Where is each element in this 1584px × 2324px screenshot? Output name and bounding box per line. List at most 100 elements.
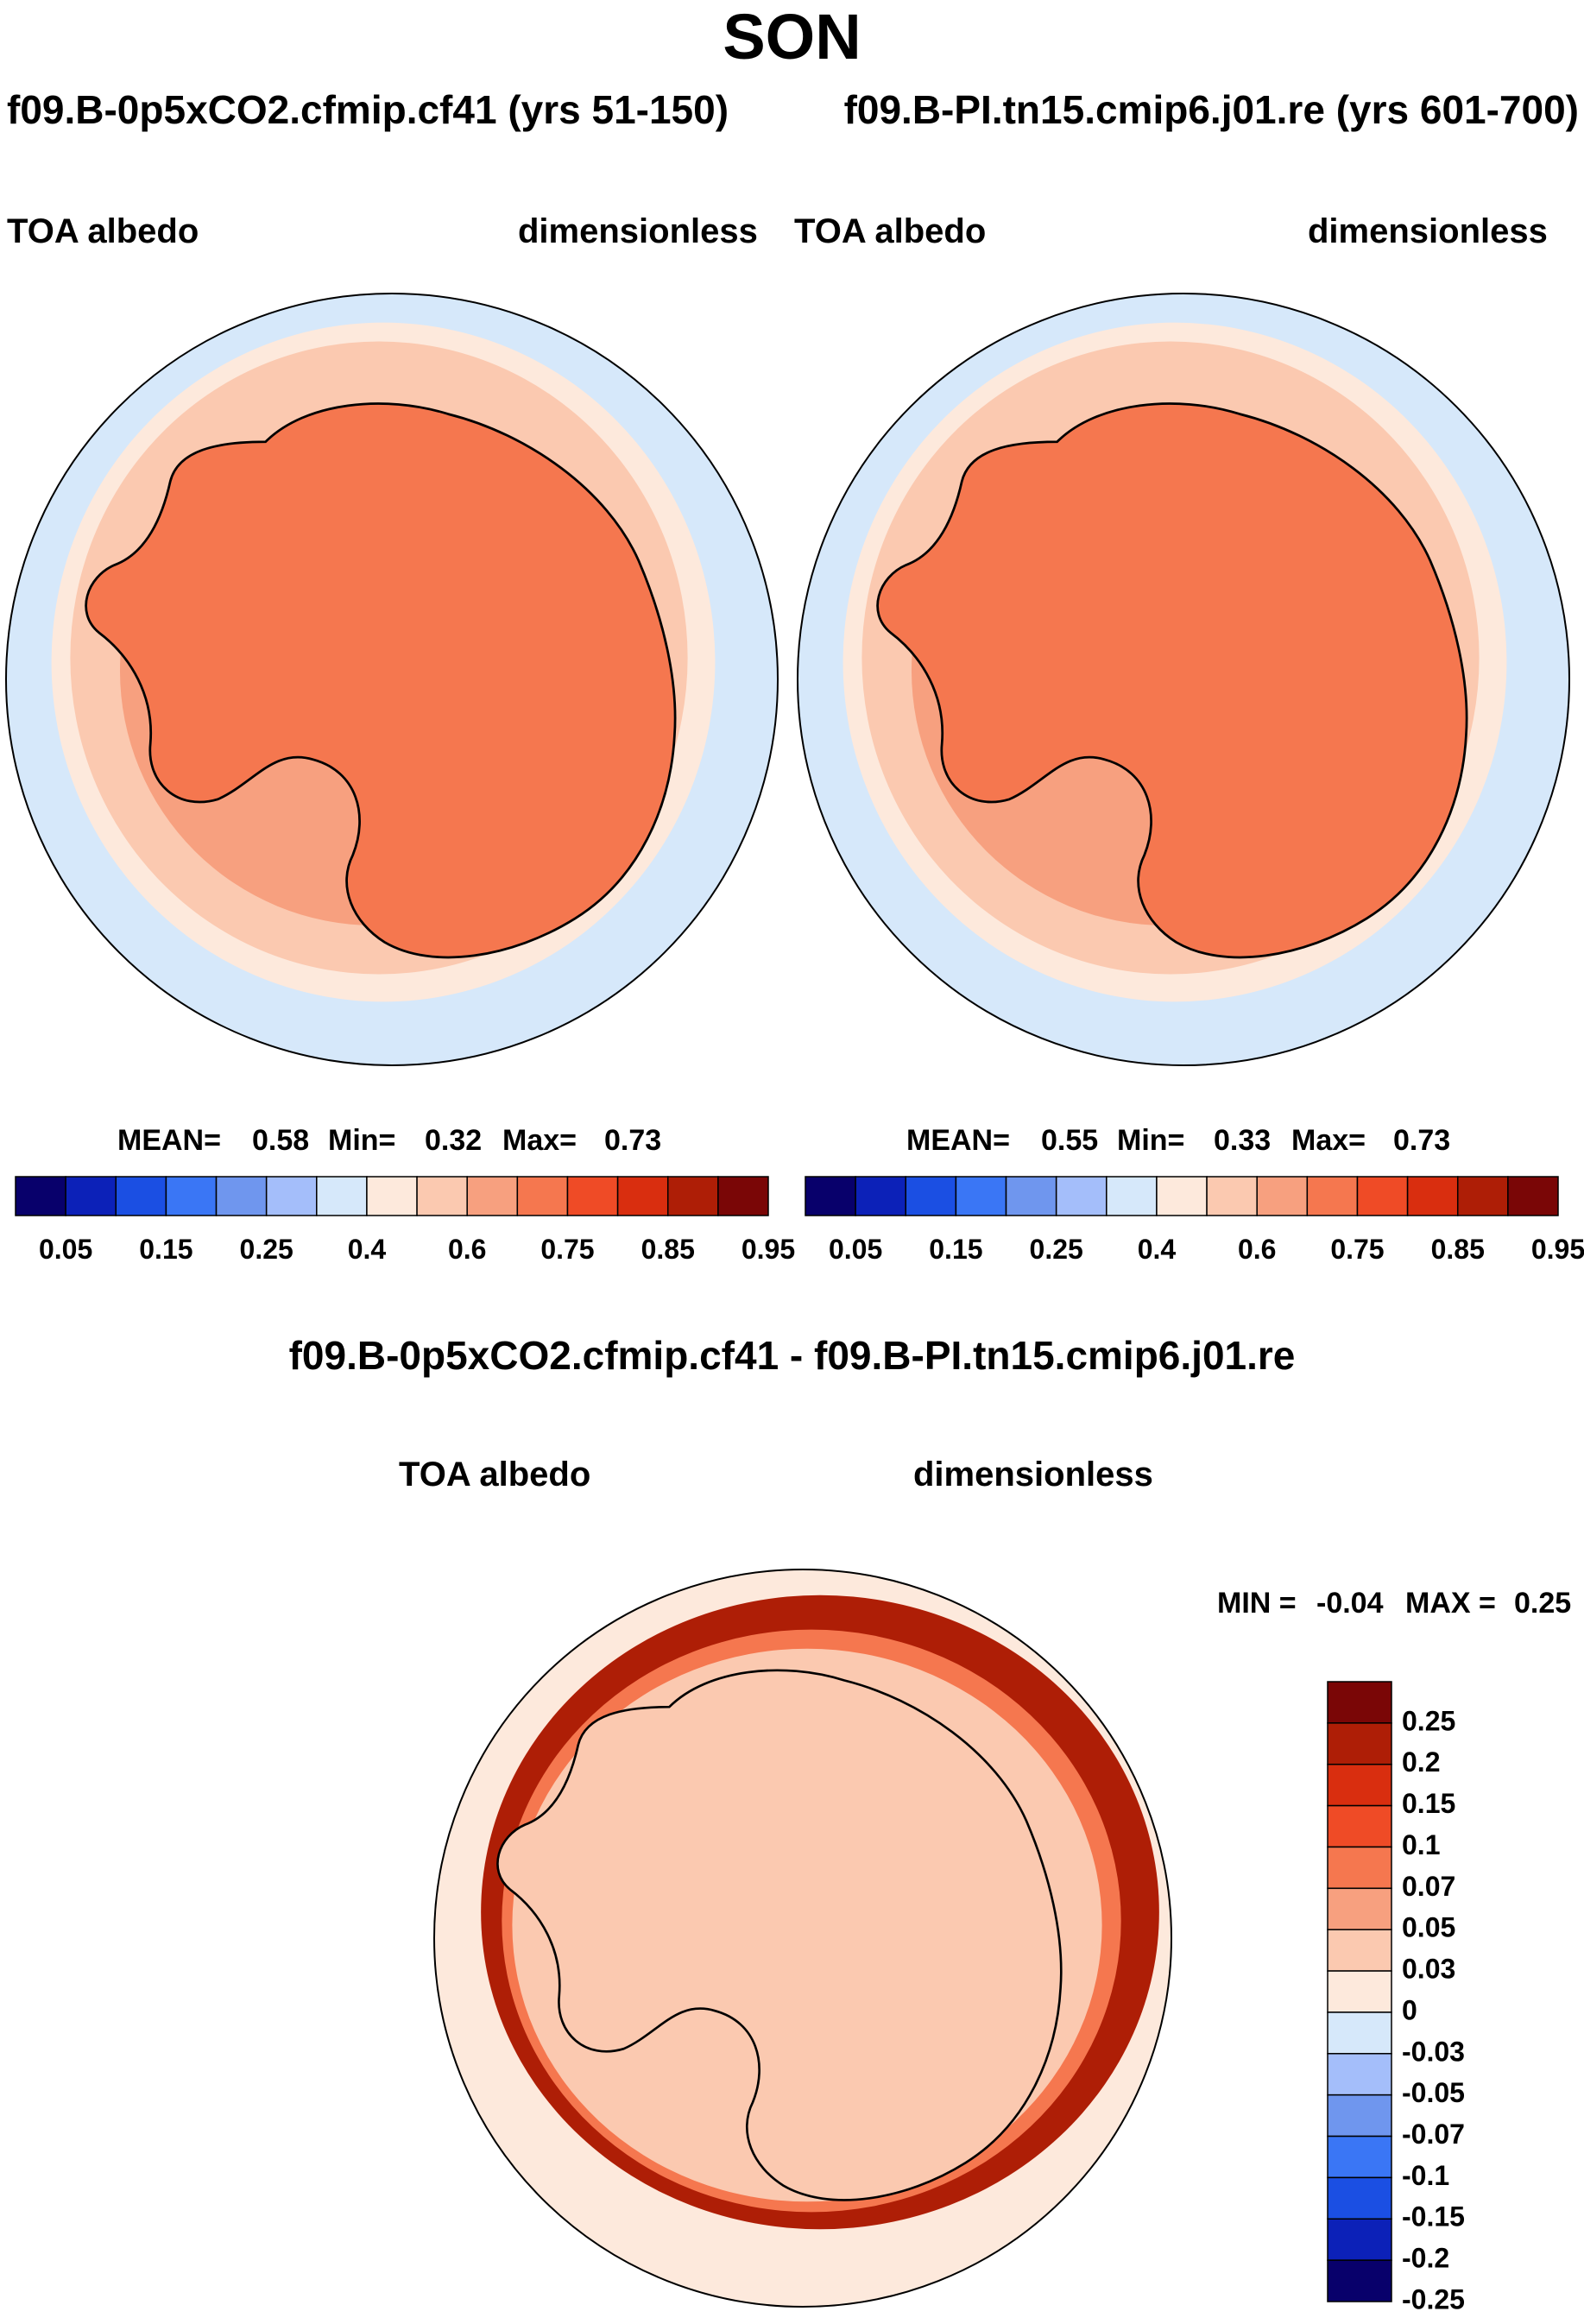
panel-right-case-title: f09.B-PI.tn15.cmip6.j01.re (yrs 601-700) <box>843 87 1579 132</box>
colorbar-right-tick-label: 0.75 <box>1330 1234 1384 1265</box>
colorbar-right-bin <box>805 1176 856 1216</box>
colorbar-left-tick-label: 0.05 <box>39 1234 92 1265</box>
colorbar-right-bin <box>1106 1176 1158 1216</box>
colorbar-diff-bin <box>1327 1763 1392 1807</box>
diff-panel-max-value: 0.25 <box>1514 1587 1572 1620</box>
diff-panel-units: dimensionless <box>913 1456 1153 1494</box>
panel-right-max-label: Max= <box>1291 1124 1366 1157</box>
colorbar-left-bin <box>516 1176 569 1216</box>
colorbar-diff-tick-label: 0.2 <box>1402 1746 1440 1778</box>
map-border-diff <box>433 1569 1172 2308</box>
colorbar-right-bin <box>1156 1176 1208 1216</box>
colorbar-left-tick-label: 0.6 <box>448 1234 486 1265</box>
colorbar-right-bin <box>1356 1176 1409 1216</box>
colorbar-right-bin <box>1456 1176 1509 1216</box>
colorbar-right-bin <box>1055 1176 1108 1216</box>
colorbar-left-tick-label: 0.15 <box>139 1234 192 1265</box>
colorbar-diff-tick-label: -0.03 <box>1402 2036 1465 2067</box>
diff-panel-max-label: MAX = <box>1405 1587 1496 1620</box>
map-right <box>798 294 1569 1065</box>
panel-left-max-label: Max= <box>502 1124 577 1157</box>
map-border-right <box>797 293 1570 1066</box>
colorbar-left-bin <box>115 1176 167 1216</box>
colorbar-diff-bin <box>1327 1846 1392 1890</box>
colorbar-right-tick-label: 0.4 <box>1138 1234 1177 1265</box>
panel-left-mean-label: MEAN= <box>117 1124 221 1157</box>
colorbar-diff-bin <box>1327 1722 1392 1765</box>
colorbar-diff-tick-label: -0.2 <box>1402 2243 1449 2274</box>
colorbar-diff-tick-label: 0.07 <box>1402 1871 1455 1902</box>
panel-right-units: dimensionless <box>1308 212 1548 250</box>
panel-right-mean-value: 0.55 <box>1041 1124 1099 1157</box>
colorbar-diff-tick-label: 0 <box>1402 1994 1417 2025</box>
colorbar-right-bin <box>1256 1176 1309 1216</box>
panel-right-min-value: 0.33 <box>1214 1124 1272 1157</box>
panel-right-mean-label: MEAN= <box>906 1124 1010 1157</box>
colorbar-left-tick-label: 0.95 <box>742 1234 795 1265</box>
colorbar-left-bin <box>466 1176 519 1216</box>
panel-left-min-label: Min= <box>328 1124 396 1157</box>
panel-left-mean-value: 0.58 <box>252 1124 310 1157</box>
colorbar-right-tick-label: 0.15 <box>929 1234 982 1265</box>
colorbar-diff-bin <box>1327 2176 1392 2220</box>
colorbar-left-bin <box>165 1176 218 1216</box>
panel-right-variable: TOA albedo <box>794 212 987 250</box>
colorbar-right-tick-label: 0.25 <box>1030 1234 1083 1265</box>
colorbar-diff-bin <box>1327 2259 1392 2302</box>
colorbar-right-tick-label: 0.05 <box>829 1234 882 1265</box>
colorbar-left-bin <box>566 1176 619 1216</box>
colorbar-left-bin <box>65 1176 117 1216</box>
colorbar-right-tick-label: 0.6 <box>1238 1234 1276 1265</box>
diff-panel-variable: TOA albedo <box>399 1456 591 1494</box>
colorbar-diff-tick-label: 0.15 <box>1402 1788 1455 1819</box>
panel-left-units: dimensionless <box>518 212 758 250</box>
colorbar-right-bin <box>1507 1176 1559 1216</box>
colorbar-diff-tick-label: -0.05 <box>1402 2077 1465 2108</box>
colorbar-diff-bin <box>1327 2135 1392 2179</box>
colorbar-right-bin <box>1306 1176 1359 1216</box>
diff-panel-min-value: -0.04 <box>1316 1587 1384 1620</box>
colorbar-right-tick-label: 0.95 <box>1531 1234 1584 1265</box>
colorbar-left-tick-label: 0.4 <box>348 1234 387 1265</box>
colorbar-left-bin <box>215 1176 268 1216</box>
panel-left-max-value: 0.73 <box>604 1124 662 1157</box>
colorbar-right-bin <box>1005 1176 1057 1216</box>
colorbar-diff-tick-label: 0.1 <box>1402 1829 1440 1860</box>
colorbar-diff-bin <box>1327 1681 1392 1724</box>
panel-left-case-title: f09.B-0p5xCO2.cfmip.cf41 (yrs 51-150) <box>7 87 729 132</box>
map-border-left <box>5 293 779 1066</box>
colorbar-left-tick-label: 0.75 <box>540 1234 594 1265</box>
colorbar-right-bin <box>905 1176 957 1216</box>
colorbar-left-bin <box>15 1176 66 1216</box>
colorbar-left-bin <box>316 1176 368 1216</box>
map-diff <box>434 1569 1171 2307</box>
colorbar-right-tick-label: 0.85 <box>1431 1234 1485 1265</box>
colorbar-left-bin <box>366 1176 418 1216</box>
colorbar-diff-tick-label: -0.07 <box>1402 2119 1465 2150</box>
panel-left-min-value: 0.32 <box>425 1124 483 1157</box>
colorbar-diff-bin <box>1327 1970 1392 2013</box>
colorbar-right-bin <box>1206 1176 1258 1216</box>
colorbar-diff-tick-label: 0.05 <box>1402 1912 1455 1943</box>
colorbar-diff-bin <box>1327 1804 1392 1848</box>
colorbar-diff-bin <box>1327 2011 1392 2055</box>
colorbar-right-bin <box>1406 1176 1459 1216</box>
colorbar-left-tick-label: 0.85 <box>641 1234 695 1265</box>
figure-title: SON <box>723 1 861 73</box>
panel-right-max-value: 0.73 <box>1393 1124 1451 1157</box>
colorbar-left-tick-label: 0.25 <box>240 1234 293 1265</box>
map-left <box>6 294 778 1065</box>
colorbar-diff-bin <box>1327 2093 1392 2138</box>
panel-left-variable: TOA albedo <box>7 212 199 250</box>
colorbar-right-bin <box>855 1176 907 1216</box>
colorbar-diff-tick-label: 0.03 <box>1402 1954 1455 1985</box>
colorbar-diff-bin <box>1327 2053 1392 2096</box>
colorbar-left-bin <box>616 1176 669 1216</box>
panel-right-min-label: Min= <box>1117 1124 1185 1157</box>
colorbar-left-bin <box>666 1176 719 1216</box>
colorbar-left-bin <box>717 1176 769 1216</box>
colorbar-diff-bin <box>1327 2218 1392 2261</box>
colorbar-diff-bin <box>1327 1887 1392 1930</box>
colorbar-right-bin <box>955 1176 1007 1216</box>
